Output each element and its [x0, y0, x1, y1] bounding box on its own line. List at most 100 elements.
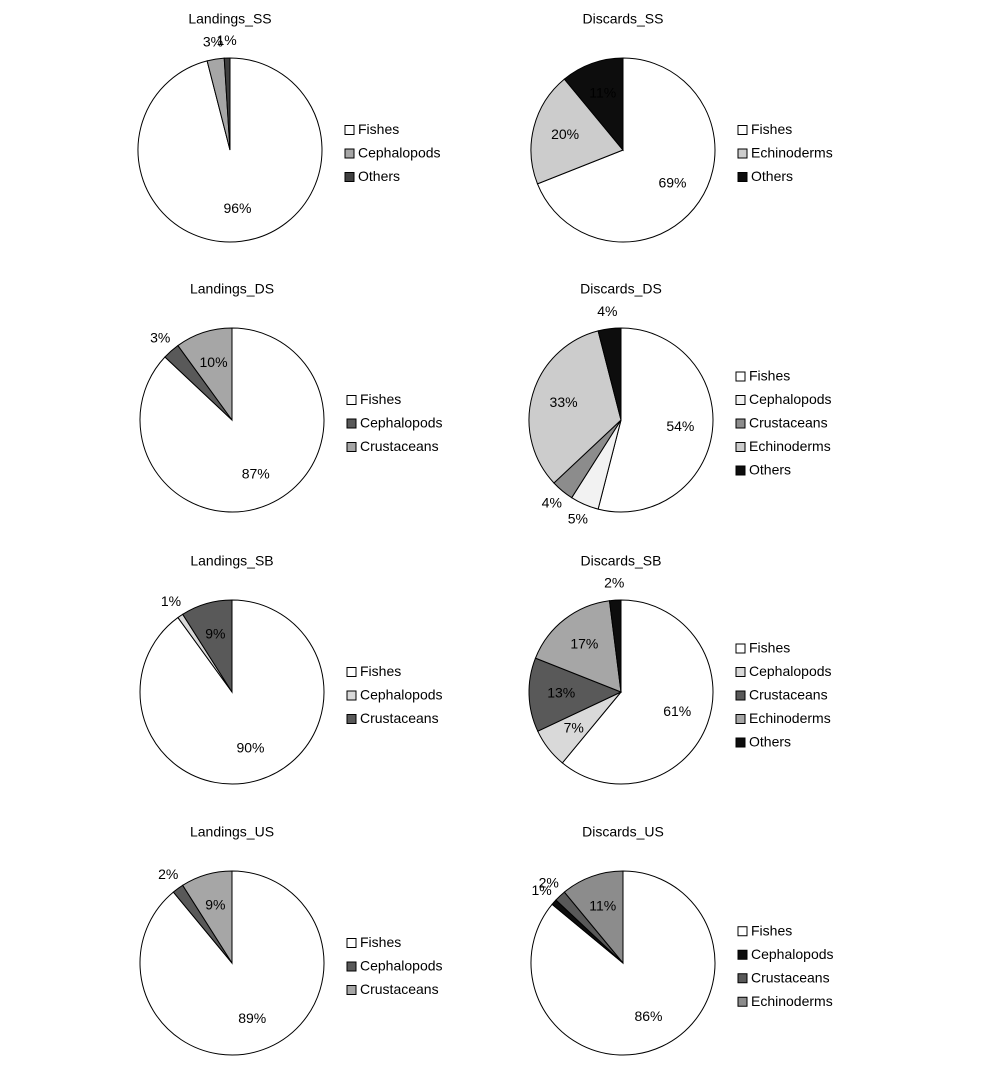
pie-slice [530, 870, 716, 1056]
legend-swatch [346, 690, 357, 701]
legend-label: Fishes [360, 391, 401, 407]
legend-swatch [737, 926, 748, 937]
legend-swatch [735, 667, 746, 677]
data-label: 13% [547, 685, 575, 701]
pie-slice [139, 870, 325, 1056]
legend-label: Others [749, 734, 791, 750]
legend-swatch [735, 395, 746, 405]
legend-label: Fishes [749, 368, 790, 384]
data-label: 69% [658, 174, 686, 190]
pie-slice [182, 870, 233, 965]
data-label: 96% [223, 200, 251, 216]
legend-label: Fishes [749, 640, 790, 656]
legend-swatch [737, 973, 748, 984]
legend-label: Echinoderms [749, 438, 831, 454]
legend-label: Crustaceans [360, 981, 439, 997]
legend-swatch [346, 714, 357, 724]
legend-swatch [346, 985, 357, 995]
pie-slice [608, 599, 622, 693]
legend-label: Echinoderms [749, 710, 831, 726]
legend-swatch [735, 690, 746, 701]
legend-swatch [735, 737, 746, 748]
legend-swatch [737, 125, 748, 135]
pie-slice [182, 599, 233, 694]
data-label: 89% [238, 1010, 266, 1026]
pie-slice [223, 57, 231, 151]
pie-slice [536, 57, 716, 243]
legend-swatch [735, 465, 746, 476]
legend-label: Crustaceans [360, 438, 439, 454]
data-label: 10% [200, 354, 228, 370]
pie-slice [530, 78, 624, 185]
pie-slice [563, 57, 624, 152]
legend-swatch [735, 442, 746, 452]
legend-swatch [344, 172, 355, 182]
data-label: 20% [551, 126, 579, 142]
data-label: 2% [604, 574, 624, 590]
data-label: 17% [570, 635, 598, 651]
legend-swatch [735, 418, 746, 429]
legend-label: Others [358, 168, 400, 184]
data-label: 2% [539, 875, 559, 891]
legend-swatch [737, 949, 748, 960]
legend-label: Cephalopods [358, 145, 441, 161]
data-label: 87% [242, 466, 270, 482]
data-label: 4% [542, 494, 562, 510]
data-label: 11% [589, 897, 616, 913]
chart-title: Discards_DS [580, 281, 662, 297]
chart-title: Landings_US [190, 824, 274, 840]
data-label: 33% [550, 394, 578, 410]
data-label: 1% [531, 882, 551, 898]
legend-label: Fishes [751, 922, 792, 938]
data-label: 3% [150, 329, 170, 345]
legend-swatch [346, 938, 357, 948]
legend-label: Crustaceans [749, 415, 828, 431]
legend-label: Fishes [360, 663, 401, 679]
legend-label: Fishes [751, 121, 792, 137]
legend-label: Fishes [358, 121, 399, 137]
legend-label: Crustaceans [751, 969, 830, 985]
legend-swatch [346, 667, 357, 677]
data-label: 7% [564, 719, 584, 735]
legend-swatch [737, 148, 748, 159]
pie-slice [177, 327, 233, 422]
data-label: 61% [663, 703, 691, 719]
legend-swatch [737, 172, 748, 182]
legend-swatch [346, 961, 357, 972]
chart-title: Landings_DS [190, 281, 274, 297]
legend-swatch [344, 125, 355, 135]
data-label: 9% [205, 625, 225, 641]
data-label: 54% [666, 418, 694, 434]
data-label: 1% [161, 593, 181, 609]
legend-label: Others [749, 462, 791, 478]
pie-slice [528, 330, 622, 484]
legend-label: Crustaceans [749, 687, 828, 703]
data-label: 90% [236, 740, 264, 756]
legend-label: Others [751, 168, 793, 184]
legend-swatch [346, 395, 357, 405]
data-label: 9% [205, 896, 225, 912]
pie-slice [534, 600, 622, 693]
legend-label: Cephalopods [360, 958, 443, 974]
legend-swatch [735, 371, 746, 382]
chart-title: Landings_SB [190, 553, 273, 569]
legend-swatch [735, 714, 746, 724]
pie-slice [528, 657, 623, 732]
data-label: 86% [634, 1008, 662, 1024]
legend-swatch [735, 643, 746, 654]
legend-label: Fishes [360, 934, 401, 950]
data-label: 1% [216, 32, 236, 48]
legend-label: Cephalopods [751, 946, 834, 962]
legend-label: Cephalopods [360, 415, 443, 431]
legend-label: Echinoderms [751, 993, 833, 1009]
pie-slice [563, 870, 624, 965]
pie-slice [561, 599, 714, 785]
chart-title: Discards_SB [581, 553, 662, 569]
data-label: 3% [203, 33, 223, 49]
legend-swatch [737, 996, 748, 1007]
data-label: 2% [158, 866, 178, 882]
data-label: 4% [597, 303, 617, 319]
data-label: 5% [568, 510, 588, 526]
legend-label: Echinoderms [751, 145, 833, 161]
